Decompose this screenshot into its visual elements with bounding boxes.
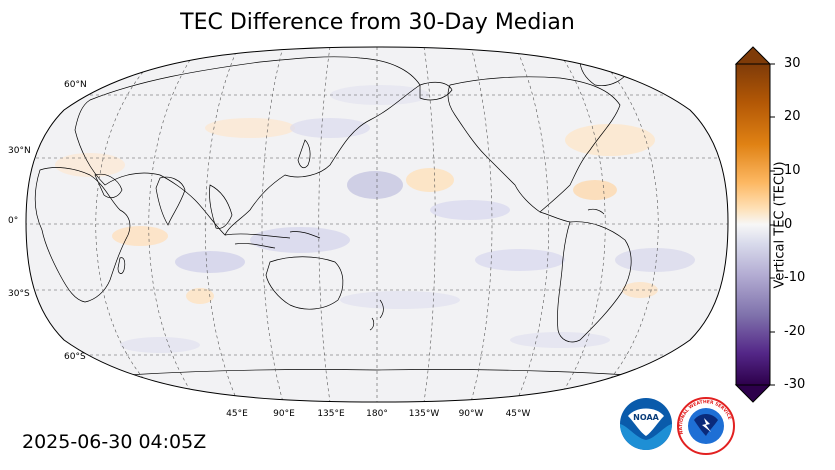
agency-logos: NOAA NATIONAL WEATHER SERVICE [620,397,735,455]
noaa-logo: NOAA [620,398,672,450]
colorbar-tick-30: 30 [784,56,801,71]
anomaly-field [55,85,695,353]
colorbar-tick-m10: -10 [784,270,806,285]
colorbar-tick-m20: -20 [784,324,806,339]
colorbar-tick-20: 20 [784,109,801,124]
graticule [26,47,728,402]
colorbar-ticks [770,63,775,386]
lon-label-135e: 135°E [317,409,345,419]
coastlines [34,56,701,381]
noaa-logo-text: NOAA [633,413,659,422]
lon-label-45w: 45°W [505,409,531,419]
lat-label-30s: 30°S [8,289,30,299]
lon-label-45e: 45°E [226,409,248,419]
lon-label-90e: 90°E [273,409,295,419]
timestamp: 2025-06-30 04:05Z [22,431,207,453]
lat-label-60n: 60°N [64,80,87,90]
colorbar-body [735,63,771,386]
colorbar-tick-m30: -30 [784,377,806,392]
colorbar-extend-high [734,46,772,65]
map-title: TEC Difference from 30-Day Median [180,10,575,35]
lat-label-30n: 30°N [8,146,31,156]
colorbar-tick-0: 0 [784,217,793,232]
lon-label-180: 180° [366,409,388,419]
globe-outline [25,46,729,403]
lat-label-0: 0° [8,216,19,226]
colorbar-label: Vertical TEC (TECU) [772,161,788,289]
colorbar-tick-10: 10 [784,163,801,178]
nws-logo: NATIONAL WEATHER SERVICE [677,397,735,455]
colorbar-extend-low [734,384,772,403]
lon-label-90w: 90°W [458,409,484,419]
lat-label-60s: 60°S [64,352,86,362]
lon-label-135w: 135°W [408,409,440,419]
